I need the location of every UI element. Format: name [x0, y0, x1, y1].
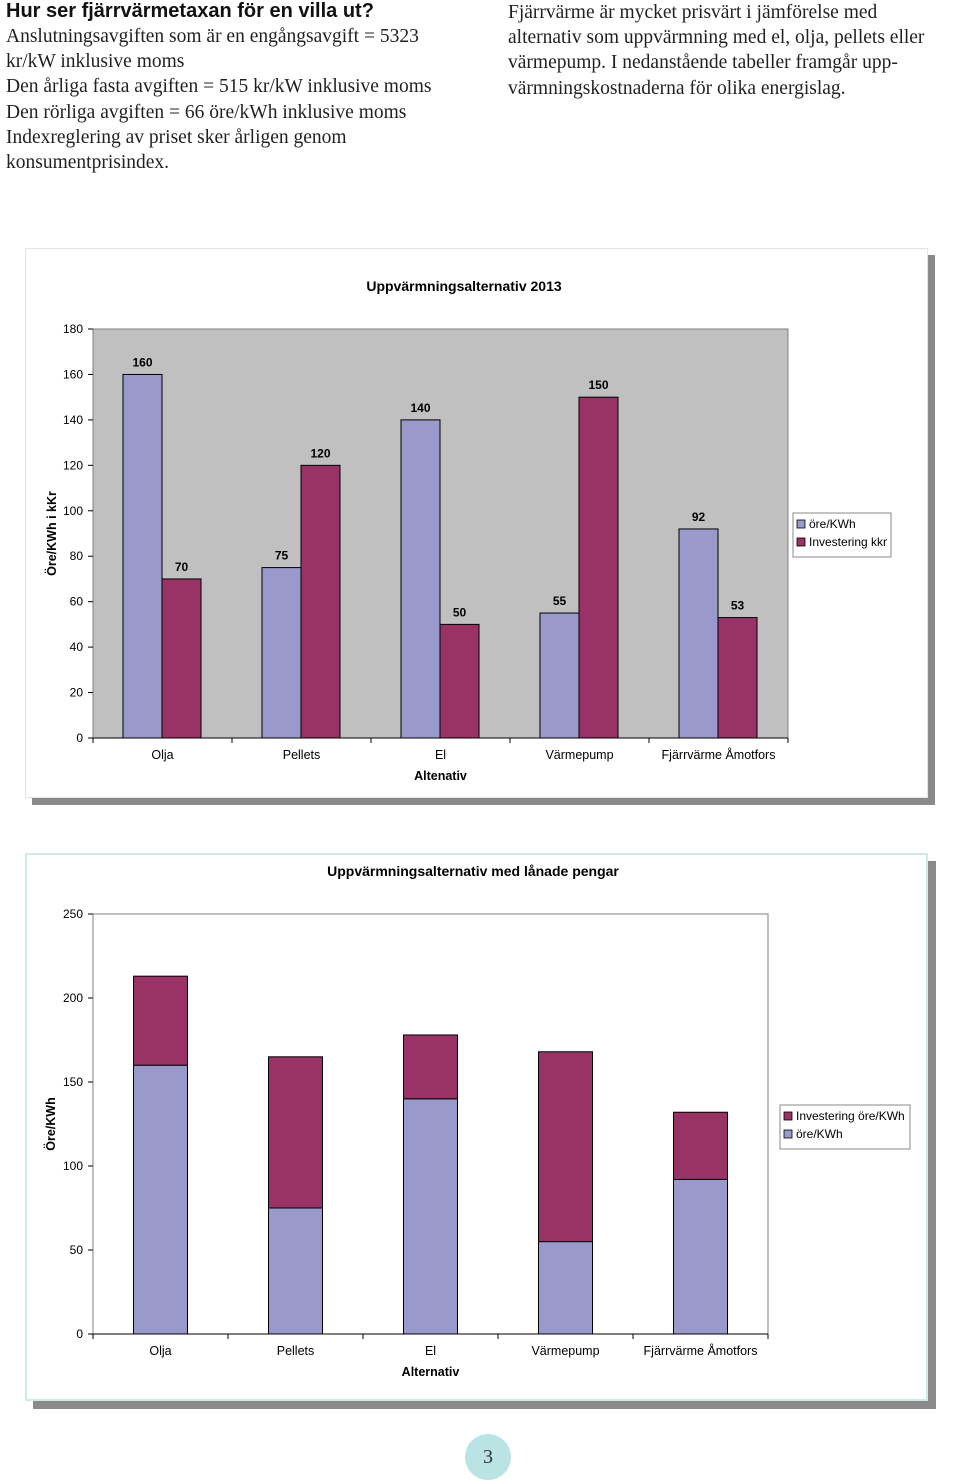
tariff-line: Anslutningsavgiften som är en engångsavg… — [6, 26, 419, 47]
bar — [300, 464, 341, 739]
x-tick-label: El — [435, 748, 446, 762]
comparison-line: alternativ som uppvärmning med el, olja,… — [508, 27, 925, 49]
y-tick-label: 180 — [63, 322, 83, 336]
legend-label: Investering öre/KWh — [796, 1109, 905, 1123]
bar — [268, 1056, 323, 1209]
bar — [539, 612, 580, 739]
bar — [673, 1111, 728, 1180]
x-tick-label: El — [425, 1344, 436, 1358]
data-label: 160 — [132, 355, 152, 369]
bar — [717, 617, 758, 739]
data-label: 92 — [692, 510, 706, 524]
y-tick-label: 60 — [70, 595, 84, 609]
y-tick-label: 140 — [63, 413, 83, 427]
legend-label: Investering kkr — [809, 535, 887, 549]
legend-label: öre/KWh — [796, 1127, 843, 1141]
legend-swatch — [796, 519, 806, 529]
y-axis-title: Öre/KWh i kKr — [44, 491, 59, 576]
x-tick-label: Olja — [149, 1344, 171, 1358]
data-label: 75 — [275, 549, 289, 563]
bar — [403, 1098, 458, 1335]
data-label: 70 — [175, 560, 189, 574]
bar — [133, 975, 188, 1066]
comparison-text: Fjärrvärme är mycket prisvärt i jämförel… — [508, 0, 958, 101]
tariff-line: Den rörliga avgiften = 66 öre/kWh inklus… — [6, 101, 407, 123]
y-tick-label: 0 — [76, 1327, 83, 1341]
data-label: 53 — [731, 599, 745, 613]
x-tick-label: Värmepump — [545, 748, 613, 762]
chart-frame: Uppvärmningsalternativ med lånade pengar… — [25, 853, 928, 1401]
y-tick-label: 120 — [63, 458, 83, 472]
chart-title: Uppvärmningsalternativ med lånade pengar — [327, 863, 619, 879]
bar — [261, 567, 302, 739]
bar — [678, 528, 719, 739]
x-tick-label: Fjärrvärme Åmotfors — [662, 747, 776, 762]
data-label: 120 — [310, 446, 330, 460]
chart-2013: Uppvärmningsalternativ 2013 0 20 40 60 80 100 1… — [44, 278, 892, 783]
y-tick-label: 0 — [76, 731, 83, 745]
bar — [439, 623, 480, 739]
bar — [268, 1207, 323, 1335]
tariff-text: Anslutningsavgiften som är en engångsavg… — [6, 24, 496, 175]
y-tick-label: 80 — [70, 549, 84, 563]
y-tick-label: 40 — [70, 640, 84, 654]
tariff-line: Indexreglering av priset sker årligen ge… — [6, 126, 347, 148]
chart-title: Uppvärmningsalternativ 2013 — [366, 278, 562, 294]
legend-box — [779, 1104, 911, 1150]
y-axis-title: Öre/KWh — [43, 1097, 58, 1150]
y-tick-label: 20 — [70, 686, 84, 700]
bar — [400, 419, 441, 739]
data-label: 55 — [553, 594, 567, 608]
data-label: 150 — [588, 378, 608, 392]
page-number: 3 — [465, 1434, 511, 1480]
legend-box — [792, 512, 892, 558]
bar — [538, 1241, 593, 1335]
y-tick-label: 200 — [63, 991, 83, 1005]
bar — [538, 1051, 593, 1243]
x-axis-title: Alternativ — [402, 1365, 460, 1379]
legend-swatch — [783, 1129, 793, 1139]
legend-label: öre/KWh — [809, 517, 856, 531]
y-tick-label: 100 — [63, 1159, 83, 1173]
x-axis-title: Altenativ — [414, 769, 467, 783]
x-tick-label: Pellets — [283, 748, 321, 762]
comparison-line: värmningskostnaderna för olika energisla… — [508, 77, 846, 99]
comparison-line: Fjärrvärme är mycket prisvärt i jämförel… — [508, 2, 878, 23]
x-tick-label: Pellets — [277, 1344, 315, 1358]
y-tick-label: 50 — [70, 1243, 84, 1257]
page-heading: Hur ser fjärrvärmetaxan för en villa ut? — [6, 0, 374, 22]
bar — [161, 578, 202, 739]
x-tick-label: Fjärrvärme Åmotfors — [644, 1343, 758, 1358]
y-tick-label: 160 — [63, 367, 83, 381]
data-label: 50 — [453, 605, 467, 619]
x-tick-label: Olja — [151, 748, 173, 762]
x-tick-label: Värmepump — [531, 1344, 599, 1358]
chart-borrowed-money: Uppvärmningsalternativ med lånade pengar… — [43, 863, 911, 1379]
comparison-line: värmepump. I nedanstående tabeller framg… — [508, 52, 898, 74]
y-tick-label: 250 — [63, 907, 83, 921]
y-tick-label: 100 — [63, 504, 83, 518]
data-label: 140 — [410, 401, 430, 415]
bar — [673, 1178, 728, 1335]
tariff-line: konsumentprisindex. — [6, 152, 170, 174]
y-tick-label: 150 — [63, 1075, 83, 1089]
bar — [578, 396, 619, 739]
tariff-line: Den årliga fasta avgiften = 515 kr/kW in… — [6, 76, 432, 98]
bar — [133, 1064, 188, 1335]
bar — [122, 373, 163, 739]
chart-frame: Uppvärmningsalternativ 2013 0 20 40 60 80 100 1… — [25, 248, 928, 798]
bar — [403, 1034, 458, 1100]
legend-swatch — [796, 537, 806, 547]
legend-swatch — [783, 1111, 793, 1121]
tariff-line: kr/kW inklusive moms — [6, 51, 185, 73]
